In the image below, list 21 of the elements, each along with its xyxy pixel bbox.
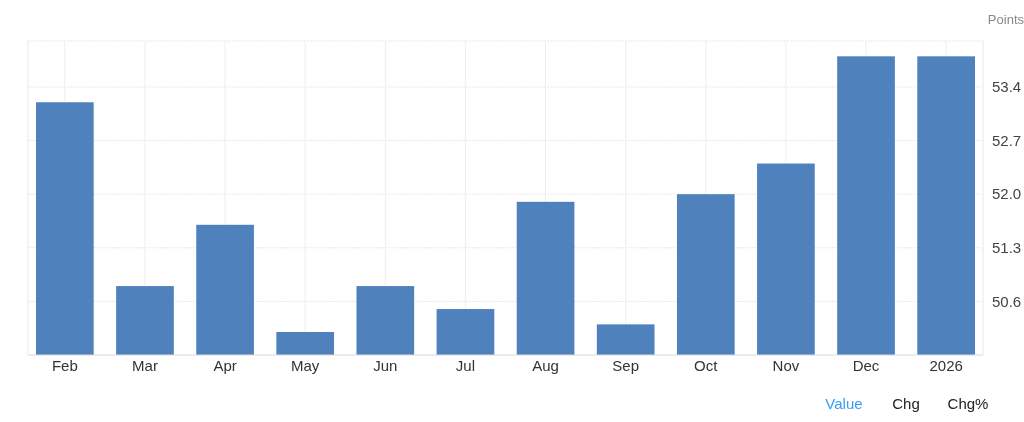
x-tick-label: Feb	[51, 357, 78, 374]
y-tick-label: 52.7	[992, 131, 1022, 149]
x-tick-label: Mar	[132, 357, 158, 374]
y-axis-title: Points	[987, 12, 1024, 27]
text: Value	[825, 395, 863, 412]
text: Chg%	[947, 395, 989, 412]
y-tick-label: 51.3	[992, 239, 1022, 257]
x-tick-label: Jun	[373, 357, 398, 374]
x-tick-label: Oct	[694, 357, 719, 374]
x-tick-label: May	[291, 357, 320, 374]
x-tick-label: Apr	[213, 357, 237, 374]
x-tick-label: Jul	[455, 357, 476, 374]
text: Chg	[892, 395, 920, 412]
y-tick-label: 50.6	[992, 292, 1022, 310]
y-tick-label: 52.0	[992, 185, 1022, 203]
x-tick-label: 2026	[929, 357, 963, 374]
x-tick-label: Aug	[532, 357, 559, 374]
x-tick-label: Sep	[612, 357, 640, 374]
x-tick-label: Nov	[772, 357, 800, 374]
y-tick-label: 53.4	[992, 78, 1022, 96]
x-tick-label: Dec	[852, 357, 880, 374]
